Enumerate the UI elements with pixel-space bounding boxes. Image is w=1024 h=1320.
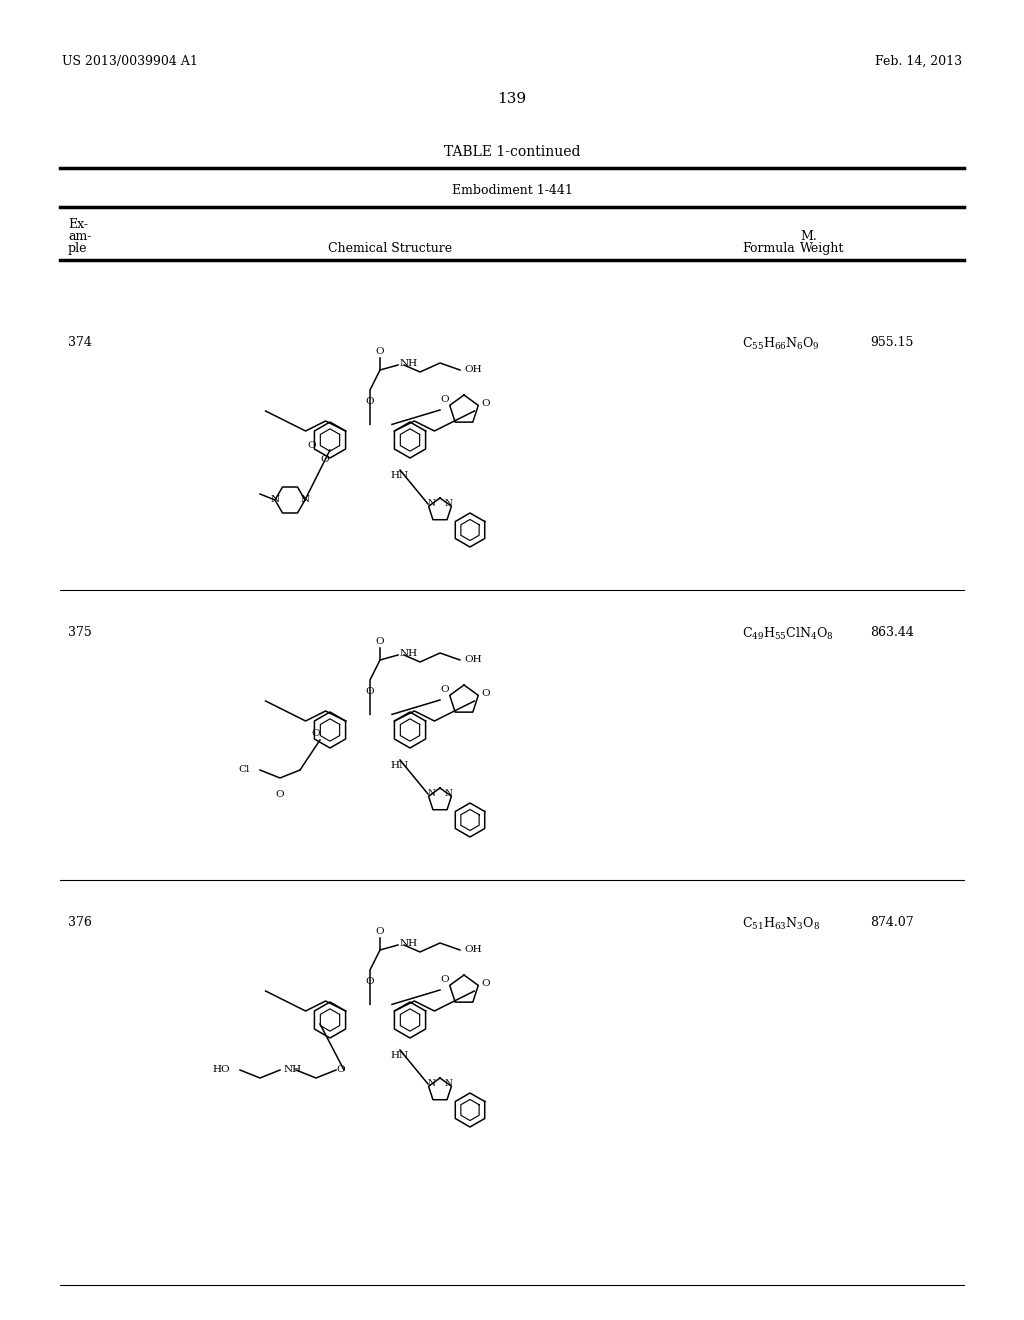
Text: N: N — [428, 789, 435, 799]
Text: Cl: Cl — [239, 766, 250, 775]
Text: $\mathregular{C_{51}H_{63}N_3O_8}$: $\mathregular{C_{51}H_{63}N_3O_8}$ — [742, 916, 820, 932]
Text: Formula: Formula — [742, 242, 795, 255]
Text: O: O — [481, 979, 489, 989]
Text: O: O — [376, 347, 384, 356]
Text: O: O — [319, 455, 329, 465]
Text: am-: am- — [68, 230, 91, 243]
Text: HO: HO — [212, 1065, 230, 1074]
Text: N: N — [428, 499, 435, 508]
Text: 874.07: 874.07 — [870, 916, 913, 929]
Text: O: O — [366, 397, 375, 407]
Text: NH: NH — [284, 1065, 302, 1074]
Text: N: N — [444, 499, 453, 508]
Text: O: O — [481, 689, 489, 698]
Text: Weight: Weight — [800, 242, 845, 255]
Text: Chemical Structure: Chemical Structure — [328, 242, 452, 255]
Text: 955.15: 955.15 — [870, 337, 913, 348]
Text: 139: 139 — [498, 92, 526, 106]
Text: O: O — [376, 927, 384, 936]
Text: O: O — [440, 975, 449, 983]
Text: OH: OH — [464, 366, 481, 375]
Text: M.: M. — [800, 230, 817, 243]
Text: O: O — [440, 685, 449, 694]
Text: Embodiment 1-441: Embodiment 1-441 — [452, 183, 572, 197]
Text: NH: NH — [400, 649, 418, 659]
Text: 374: 374 — [68, 337, 92, 348]
Text: O: O — [376, 638, 384, 645]
Text: N: N — [300, 495, 309, 504]
Text: Ex-: Ex- — [68, 218, 88, 231]
Text: 863.44: 863.44 — [870, 626, 913, 639]
Text: N: N — [444, 789, 453, 799]
Text: N: N — [270, 495, 280, 504]
Text: O: O — [366, 686, 375, 696]
Text: $\mathregular{C_{55}H_{66}N_6O_9}$: $\mathregular{C_{55}H_{66}N_6O_9}$ — [742, 337, 820, 352]
Text: ple: ple — [68, 242, 87, 255]
Text: Feb. 14, 2013: Feb. 14, 2013 — [874, 55, 962, 69]
Text: HN: HN — [391, 471, 409, 480]
Text: O: O — [307, 441, 316, 450]
Text: O: O — [336, 1065, 345, 1074]
Text: O: O — [366, 977, 375, 986]
Text: O: O — [311, 730, 319, 738]
Text: OH: OH — [464, 945, 481, 954]
Text: HN: HN — [391, 1052, 409, 1060]
Text: 376: 376 — [68, 916, 92, 929]
Text: TABLE 1-continued: TABLE 1-continued — [443, 145, 581, 158]
Text: HN: HN — [391, 762, 409, 771]
Text: O: O — [275, 789, 285, 799]
Text: O: O — [481, 400, 489, 408]
Text: O: O — [440, 395, 449, 404]
Text: $\mathregular{C_{49}H_{55}ClN_4O_8}$: $\mathregular{C_{49}H_{55}ClN_4O_8}$ — [742, 626, 834, 642]
Text: N: N — [444, 1080, 453, 1089]
Text: NH: NH — [400, 940, 418, 949]
Text: N: N — [428, 1080, 435, 1089]
Text: US 2013/0039904 A1: US 2013/0039904 A1 — [62, 55, 198, 69]
Text: NH: NH — [400, 359, 418, 368]
Text: OH: OH — [464, 656, 481, 664]
Text: 375: 375 — [68, 626, 92, 639]
